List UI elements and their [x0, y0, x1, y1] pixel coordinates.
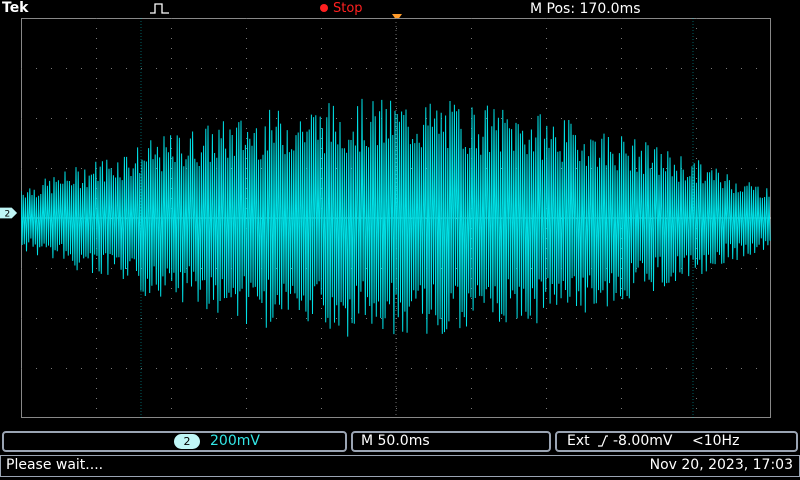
status-message: Please wait....: [6, 457, 104, 473]
date-time: Nov 20, 2023, 17:03: [649, 457, 793, 473]
trigger-frequency-value: <10Hz: [692, 433, 740, 449]
channel-marker-label: 2: [5, 210, 11, 220]
timebase-value: M 50.0ms: [361, 433, 430, 449]
horizontal-position-readout: M Pos: 170.0ms: [530, 1, 641, 17]
trigger-position-marker-icon: [392, 14, 402, 21]
message-bar: Please wait.... Nov 20, 2023, 17:03: [0, 455, 800, 477]
top-status-bar: Tek Stop M Pos: 170.0ms: [0, 0, 800, 18]
run-state-indicator-icon: [320, 4, 328, 12]
trigger-source: Ext: [567, 433, 590, 449]
channel-2-trace: [21, 98, 771, 337]
channel-2-ground-marker[interactable]: 2: [0, 206, 18, 220]
waveform-display[interactable]: [21, 18, 771, 418]
graticule: [21, 18, 771, 418]
trigger-level-value: -8.00mV: [613, 433, 673, 449]
run-state-label: Stop: [333, 1, 363, 16]
channel-number-badge: 2: [174, 434, 200, 449]
trigger-panel[interactable]: Ext -8.00mV <10Hz: [555, 431, 798, 452]
channel-scale-value: 200mV: [210, 433, 260, 449]
brand-logo: Tek: [2, 0, 29, 16]
channel-scale-panel[interactable]: 2 200mV: [2, 431, 347, 452]
rising-edge-icon: [598, 435, 608, 447]
pulse-trigger-icon: [150, 3, 169, 14]
timebase-panel[interactable]: M 50.0ms: [351, 431, 551, 452]
